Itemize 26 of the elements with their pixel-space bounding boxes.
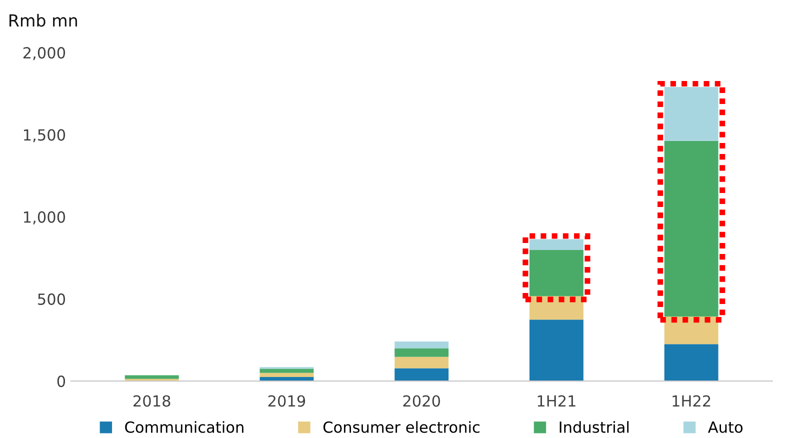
y-tick-label: 1,000 xyxy=(24,211,66,224)
bar xyxy=(664,87,718,141)
legend-label: Industrial xyxy=(560,421,629,433)
y-tick-label: 1,500 xyxy=(24,129,66,142)
legend-label: Consumer electronic xyxy=(323,421,480,433)
bar xyxy=(529,320,584,382)
x-tick-label: 2019 xyxy=(268,395,306,407)
bar xyxy=(124,375,179,379)
legend-label: Auto xyxy=(708,422,743,433)
x-tick-label: 1H22 xyxy=(672,395,710,407)
bar xyxy=(394,348,449,357)
bar xyxy=(394,368,449,382)
legend-label: Communication xyxy=(125,421,244,433)
bar xyxy=(260,372,314,377)
bar xyxy=(260,368,314,373)
bar xyxy=(664,344,718,382)
y-axis-title: Rmb mn xyxy=(10,14,77,27)
x-tick-label: 2020 xyxy=(403,395,440,407)
bar xyxy=(529,239,584,250)
bar xyxy=(394,341,449,348)
y-tick-label: 2,000 xyxy=(23,47,66,60)
x-tick-label: 2018 xyxy=(134,395,170,407)
x-tick-label: 1H21 xyxy=(538,395,576,407)
y-tick-label: 500 xyxy=(38,293,66,305)
bar xyxy=(394,356,449,368)
y-tick-label: 0 xyxy=(57,376,66,388)
